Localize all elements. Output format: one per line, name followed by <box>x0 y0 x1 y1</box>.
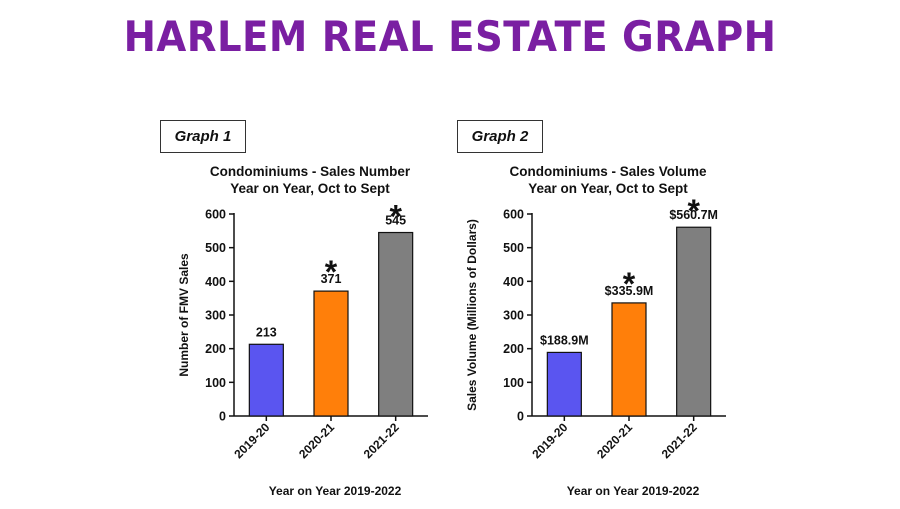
x-axis-label: Year on Year 2019-2022 <box>269 484 402 498</box>
y-tick-label: 200 <box>205 342 226 356</box>
star-green-icon: * <box>389 199 402 235</box>
x-tick-label: 2021-22 <box>361 420 402 461</box>
bar-2021-22 <box>378 231 414 417</box>
data-label: $560.7M <box>669 208 718 222</box>
y-tick-label: 400 <box>503 275 524 289</box>
y-tick-label: 300 <box>503 309 524 323</box>
chart-subtitle: Year on Year, Oct to Sept <box>528 181 688 196</box>
y-tick-label: 0 <box>219 410 226 424</box>
y-tick-label: 600 <box>503 208 524 222</box>
bar-2020-21 <box>611 302 647 417</box>
x-tick-label: 2020-21 <box>594 420 635 461</box>
chart-subtitle: Year on Year, Oct to Sept <box>230 181 390 196</box>
sales-number-chart: Condominiums - Sales Number Year on Year,… <box>177 164 428 498</box>
graph-2-label: Graph 2 <box>457 120 543 153</box>
sales-volume-chart: Condominiums - Sales Volume Year on Year,… <box>465 164 726 498</box>
y-tick-label: 500 <box>503 241 524 255</box>
bar-2019-20 <box>546 351 582 417</box>
data-label: 545 <box>385 214 406 228</box>
data-label: $188.9M <box>540 333 589 347</box>
y-tick-label: 400 <box>205 275 226 289</box>
x-tick-label: 2020-21 <box>296 420 337 461</box>
star-red-icon: * <box>623 266 636 302</box>
bar-2019-20 <box>248 343 284 417</box>
graph-1-label: Graph 1 <box>160 120 246 153</box>
star-red-icon: * <box>325 254 338 290</box>
bar-2021-22 <box>676 226 712 417</box>
y-axis-label: Number of FMV Sales <box>177 253 191 377</box>
x-tick-label: 2019-20 <box>529 420 570 461</box>
y-tick-label: 100 <box>503 376 524 390</box>
data-label: 371 <box>321 272 342 286</box>
y-axis-label: Sales Volume (Millions of Dollars) <box>465 219 479 411</box>
bar-2020-21 <box>313 290 349 417</box>
y-tick-label: 200 <box>503 342 524 356</box>
x-tick-label: 2021-22 <box>659 420 700 461</box>
chart-title: Condominiums - Sales Number <box>210 164 411 179</box>
x-tick-label: 2019-20 <box>231 420 272 461</box>
y-tick-label: 300 <box>205 309 226 323</box>
data-label: $335.9M <box>605 284 654 298</box>
chart-title: Condominiums - Sales Volume <box>509 164 707 179</box>
x-axis-label: Year on Year 2019-2022 <box>567 484 700 498</box>
y-tick-label: 0 <box>517 410 524 424</box>
star-green-icon: * <box>687 193 700 229</box>
y-tick-label: 100 <box>205 376 226 390</box>
y-tick-label: 600 <box>205 208 226 222</box>
page-title: HARLEM REAL ESTATE GRAPH <box>123 12 777 61</box>
y-tick-label: 500 <box>205 241 226 255</box>
data-label: 213 <box>256 325 277 339</box>
